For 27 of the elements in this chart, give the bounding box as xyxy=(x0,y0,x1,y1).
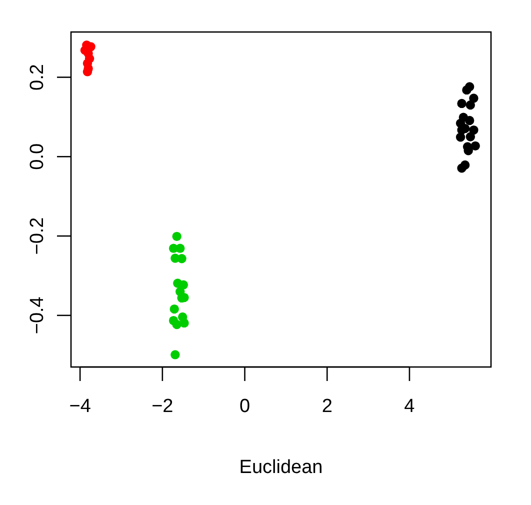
point xyxy=(172,320,182,330)
x-axis-title: Euclidean xyxy=(239,457,323,478)
point xyxy=(470,141,480,151)
y-tick-label: 0.0 xyxy=(27,143,48,170)
point xyxy=(466,100,476,110)
x-tick-label: 2 xyxy=(322,396,332,417)
x-tick-label: −2 xyxy=(152,396,174,417)
point xyxy=(457,164,466,173)
y-tick-label: 0.2 xyxy=(27,64,48,90)
point xyxy=(170,304,179,314)
point xyxy=(177,254,186,264)
point xyxy=(82,67,92,76)
point xyxy=(170,350,180,360)
point xyxy=(172,232,182,242)
x-tick-label: −4 xyxy=(69,396,92,417)
y-tick-label: −0.2 xyxy=(27,217,48,255)
point xyxy=(464,116,474,126)
point xyxy=(176,244,185,253)
y-tick-label: −0.4 xyxy=(27,296,48,334)
point xyxy=(180,318,189,328)
point xyxy=(469,125,478,135)
point xyxy=(466,132,476,142)
x-tick-label: 4 xyxy=(404,396,416,417)
x-tick-label: 0 xyxy=(239,396,250,417)
point xyxy=(456,132,466,142)
point xyxy=(457,98,466,108)
point xyxy=(462,85,472,95)
